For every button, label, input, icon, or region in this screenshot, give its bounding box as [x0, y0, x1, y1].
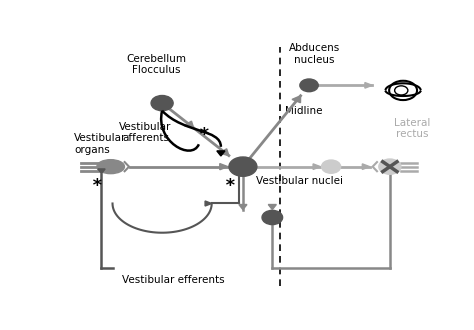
Text: Vestibular nuclei: Vestibular nuclei	[256, 176, 343, 186]
Text: Midline: Midline	[285, 106, 323, 116]
Polygon shape	[365, 82, 372, 88]
Text: *: *	[199, 126, 210, 144]
Circle shape	[321, 160, 341, 173]
Polygon shape	[220, 164, 228, 170]
Text: Vestibular
organs: Vestibular organs	[74, 133, 126, 154]
Text: *: *	[92, 177, 103, 195]
Polygon shape	[362, 164, 370, 169]
Polygon shape	[205, 201, 212, 206]
Ellipse shape	[97, 160, 125, 174]
Polygon shape	[268, 205, 276, 210]
Circle shape	[151, 95, 173, 111]
Text: Lateral
rectus: Lateral rectus	[394, 118, 430, 139]
Text: Vestibular efferents: Vestibular efferents	[122, 275, 225, 285]
Text: *: *	[225, 177, 236, 195]
Polygon shape	[239, 205, 247, 210]
Text: Vestibular
afferents: Vestibular afferents	[119, 121, 172, 143]
Text: Abducens
nucleus: Abducens nucleus	[289, 44, 340, 65]
Polygon shape	[292, 96, 301, 103]
Circle shape	[300, 79, 318, 92]
Polygon shape	[219, 149, 229, 155]
Polygon shape	[313, 164, 320, 169]
Circle shape	[229, 157, 257, 176]
Circle shape	[262, 210, 283, 225]
Circle shape	[379, 159, 401, 174]
Polygon shape	[184, 121, 194, 128]
Text: Cerebellum
Flocculus: Cerebellum Flocculus	[127, 53, 187, 75]
Polygon shape	[98, 169, 105, 174]
Polygon shape	[217, 151, 225, 156]
